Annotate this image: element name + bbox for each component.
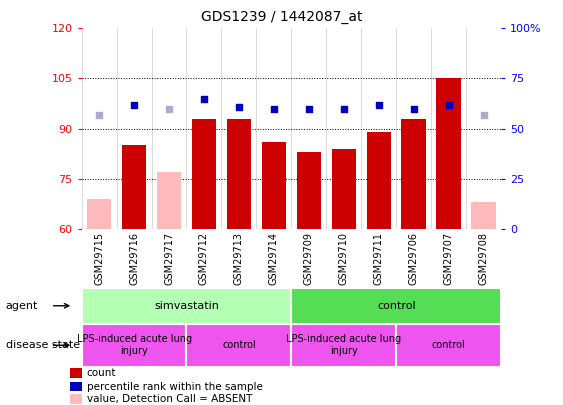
Point [479, 111, 488, 118]
Bar [292, 288, 501, 324]
Bar [471, 202, 496, 229]
Text: count: count [87, 368, 116, 378]
Point [374, 101, 383, 108]
Text: GSM29717: GSM29717 [164, 232, 174, 285]
Bar [70, 368, 82, 377]
Text: control: control [432, 340, 466, 350]
Text: GSM29710: GSM29710 [339, 232, 349, 285]
Text: simvastatin: simvastatin [154, 301, 219, 311]
Bar [82, 288, 292, 324]
Bar [82, 324, 186, 367]
Text: GSM29712: GSM29712 [199, 232, 209, 285]
Text: control: control [222, 340, 256, 350]
Point [129, 101, 138, 108]
Point [305, 105, 314, 112]
Text: GSM29716: GSM29716 [129, 232, 139, 285]
Text: control: control [377, 301, 415, 311]
Text: GSM29706: GSM29706 [409, 232, 419, 285]
Point [269, 105, 278, 112]
Point [95, 111, 104, 118]
Point [234, 103, 243, 110]
Bar [396, 324, 501, 367]
Point [339, 105, 348, 112]
Text: LPS-induced acute lung
injury: LPS-induced acute lung injury [77, 335, 191, 356]
Text: GSM29711: GSM29711 [374, 232, 384, 285]
Bar [186, 324, 292, 367]
Bar [292, 324, 396, 367]
Text: GDS1239 / 1442087_at: GDS1239 / 1442087_at [201, 10, 362, 24]
Bar [122, 145, 146, 229]
Text: GSM29713: GSM29713 [234, 232, 244, 285]
Text: GSM29707: GSM29707 [444, 232, 454, 285]
Bar [70, 382, 82, 391]
Text: disease state: disease state [6, 340, 80, 350]
Text: agent: agent [6, 301, 38, 311]
Text: GSM29708: GSM29708 [479, 232, 489, 285]
Bar [192, 119, 216, 229]
Text: GSM29709: GSM29709 [304, 232, 314, 285]
Bar [157, 172, 181, 229]
Point [199, 95, 208, 102]
Bar [401, 119, 426, 229]
Bar [297, 152, 321, 229]
Bar [227, 119, 251, 229]
Text: GSM29715: GSM29715 [94, 232, 104, 285]
Text: value, Detection Call = ABSENT: value, Detection Call = ABSENT [87, 394, 252, 404]
Text: percentile rank within the sample: percentile rank within the sample [87, 382, 262, 392]
Text: LPS-induced acute lung
injury: LPS-induced acute lung injury [286, 335, 401, 356]
Bar [332, 149, 356, 229]
Bar [262, 142, 286, 229]
Bar [70, 394, 82, 404]
Bar [436, 79, 461, 229]
Point [409, 105, 418, 112]
Bar [367, 132, 391, 229]
Bar [87, 199, 111, 229]
Point [444, 101, 453, 108]
Point [164, 105, 173, 112]
Text: GSM29714: GSM29714 [269, 232, 279, 285]
